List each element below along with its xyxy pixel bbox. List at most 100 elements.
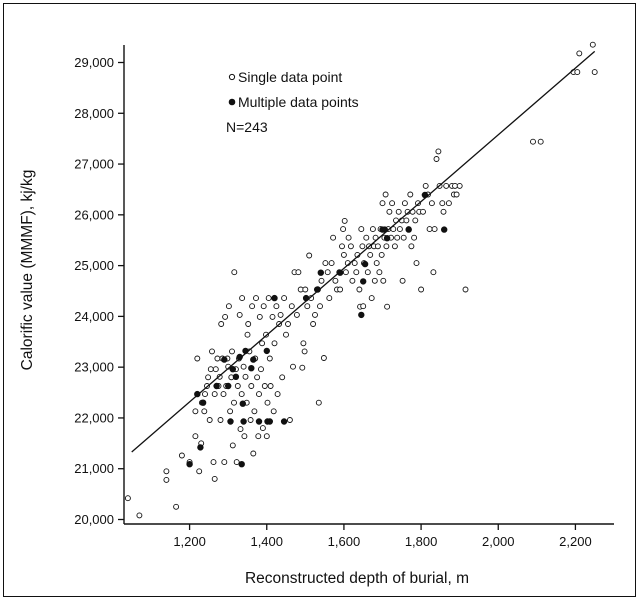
single-data-point (194, 355, 201, 362)
single-data-point (301, 348, 308, 355)
single-data-point (238, 391, 245, 398)
single-data-point (315, 399, 322, 406)
single-data-point (399, 277, 406, 284)
single-data-point (259, 425, 266, 432)
single-data-point (371, 277, 378, 284)
y-tick-label: 29,000 (74, 55, 114, 70)
single-data-point (290, 363, 296, 370)
single-data-point (358, 226, 365, 233)
multiple-data-point (248, 365, 255, 372)
single-data-point (258, 366, 264, 373)
x-tick-label: 1,600 (328, 534, 361, 549)
axes (123, 45, 614, 525)
multiple-data-point (280, 418, 288, 425)
single-data-point (443, 182, 450, 189)
single-data-point (202, 391, 208, 398)
multiple-data-point (239, 400, 246, 407)
multiple-data-point (197, 444, 204, 451)
x-axis-ticks: 1,200 1,400 1,600 1,800 2,000 2,200 (173, 524, 592, 549)
single-data-point (439, 200, 446, 207)
single-data-point (340, 251, 347, 258)
single-data-point (220, 391, 227, 398)
multiple-data-point (232, 373, 240, 380)
single-data-point (221, 459, 228, 466)
single-data-point (300, 340, 307, 347)
single-data-point (273, 303, 280, 310)
single-data-point (407, 191, 414, 198)
single-data-point (396, 226, 403, 233)
single-data-point (413, 260, 420, 267)
single-data-point (244, 331, 251, 338)
single-data-point (433, 156, 440, 162)
y-tick-label: 24,000 (74, 309, 114, 324)
single-data-point (239, 295, 246, 302)
single-data-point (378, 251, 385, 258)
single-data-point (576, 50, 583, 57)
y-axis-title: Calorific value (MMMF), kj/kg (19, 170, 36, 371)
single-data-point (383, 243, 390, 250)
single-data-point (237, 426, 244, 433)
single-data-point (178, 452, 185, 459)
multiple-data-point (199, 399, 207, 406)
single-data-point (236, 311, 243, 318)
single-data-point (337, 286, 344, 293)
x-tick-label: 2,200 (559, 534, 592, 549)
multiple-data-point (441, 226, 448, 233)
single-data-point (207, 366, 214, 373)
multiple-data-point (236, 353, 243, 361)
single-data-point (428, 200, 435, 207)
single-data-point (353, 269, 360, 276)
single-data-point (249, 303, 256, 310)
single-data-point (322, 260, 329, 267)
single-data-point (310, 321, 317, 327)
single-data-point (589, 41, 596, 48)
multiple-data-point (358, 311, 365, 319)
single-data-point (229, 348, 235, 355)
x-tick-label: 1,200 (173, 534, 206, 549)
single-data-point (205, 374, 212, 381)
single-data-point (267, 383, 274, 389)
single-data-point (426, 226, 433, 233)
x-tick-label: 1,400 (250, 534, 283, 549)
legend: Single data point Multiple data points N… (226, 69, 359, 135)
figure-frame (3, 3, 636, 597)
single-data-point (259, 340, 266, 347)
single-data-point (386, 208, 393, 215)
single-data-point (233, 459, 240, 466)
single-data-point (374, 243, 381, 250)
single-data-point (330, 234, 337, 241)
single-data-point (418, 286, 425, 293)
data-points (124, 41, 598, 519)
single-data-point (384, 303, 391, 310)
single-data-point (349, 277, 356, 284)
single-data-point (173, 503, 180, 510)
single-data-point (250, 450, 257, 457)
single-data-point (411, 234, 418, 241)
y-tick-label: 28,000 (74, 106, 114, 121)
y-tick-label: 22,000 (74, 410, 114, 425)
single-data-point (271, 340, 278, 347)
single-data-point (265, 295, 272, 302)
single-data-point (312, 311, 318, 318)
single-data-point (445, 200, 452, 207)
single-data-point (248, 383, 255, 389)
single-data-point (206, 417, 213, 423)
multiple-data-point (238, 461, 245, 468)
single-data-point (420, 208, 426, 215)
single-data-point (574, 69, 581, 76)
multiple-data-point (229, 366, 236, 373)
single-data-point (339, 243, 345, 250)
single-data-point (452, 182, 458, 189)
single-data-point (255, 433, 262, 440)
multiple-data-point (405, 226, 412, 233)
single-data-point (192, 408, 199, 415)
single-data-point (422, 182, 429, 189)
single-data-point (209, 348, 215, 355)
single-data-point (225, 303, 232, 310)
single-data-point (320, 355, 327, 361)
y-tick-label: 23,000 (74, 360, 114, 375)
single-data-point (212, 366, 219, 373)
single-data-point (369, 226, 376, 233)
single-data-point (295, 269, 302, 276)
single-data-point (440, 208, 447, 215)
